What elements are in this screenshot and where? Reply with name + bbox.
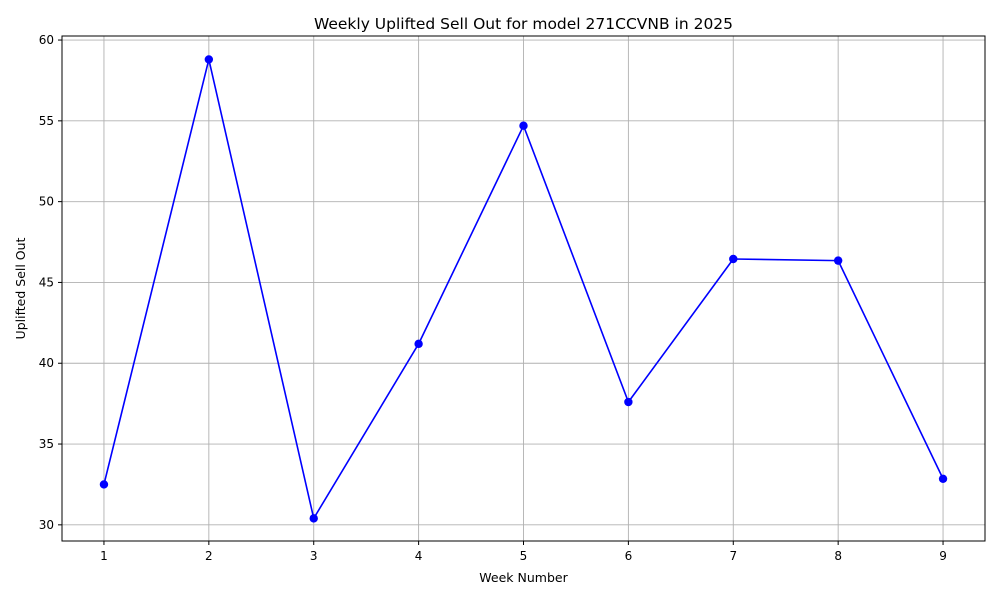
x-tick-label: 1	[100, 549, 108, 563]
y-tick-label: 40	[39, 356, 54, 370]
x-tick-label: 6	[625, 549, 633, 563]
plot-frame	[61, 35, 986, 542]
data-point	[519, 121, 528, 130]
y-tick-label: 35	[39, 437, 54, 451]
data-point	[204, 55, 214, 64]
data-point	[938, 474, 948, 483]
data-point	[99, 480, 109, 489]
y-tick-label: 60	[39, 33, 54, 47]
x-tick-label: 9	[939, 549, 947, 563]
y-tick-label: 30	[39, 518, 54, 532]
chart-title: Weekly Uplifted Sell Out for model 271CC…	[314, 15, 733, 33]
y-tick-label: 45	[39, 275, 54, 289]
x-tick-label: 4	[415, 549, 423, 563]
x-axis-label: Week Number	[479, 570, 568, 585]
data-point	[729, 254, 738, 264]
data-point	[414, 339, 423, 349]
x-tick-label: 5	[520, 549, 528, 563]
y-tick-label: 55	[39, 114, 54, 128]
data-point	[624, 397, 633, 407]
x-tick-label: 3	[310, 549, 318, 563]
data-point	[309, 514, 318, 523]
y-tick-label: 50	[39, 195, 54, 209]
data-point	[833, 256, 843, 265]
y-axis-label: Uplifted Sell Out	[13, 237, 28, 339]
grid-layer	[62, 36, 985, 541]
x-tick-label: 7	[729, 549, 737, 563]
x-tick-label: 2	[205, 549, 213, 563]
x-tick-label: 8	[834, 549, 842, 563]
series-layer	[99, 55, 948, 523]
